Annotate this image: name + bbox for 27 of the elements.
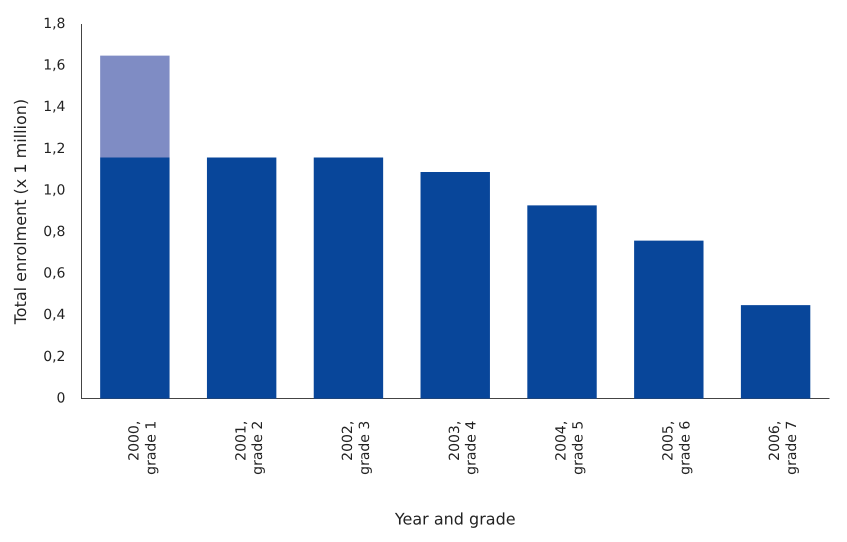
x-tick-label: 2006, grade 7: [767, 420, 800, 475]
y-tick-label: 0,8: [43, 224, 66, 240]
y-tick-label: 0,6: [43, 266, 66, 282]
bar: [740, 305, 810, 399]
bar: [100, 157, 170, 399]
y-tick-label: 1,2: [43, 140, 66, 157]
bar: [100, 56, 170, 158]
y-tick-label: 1,4: [43, 99, 66, 116]
y-tick-label: 0,4: [43, 307, 66, 324]
x-axis-title: Year and grade: [394, 510, 516, 529]
y-tick-label: 0: [56, 390, 66, 406]
x-tick-label: 2000, grade 1: [126, 420, 160, 475]
bar: [206, 157, 276, 399]
x-tick-label: 2005, grade 6: [660, 420, 694, 475]
bar: [314, 157, 384, 399]
x-tick-label: 2003, grade 4: [446, 420, 480, 475]
x-tick-label: 2002, grade 3: [340, 420, 373, 475]
y-tick-label: 1,0: [43, 182, 66, 198]
bar: [527, 205, 597, 399]
y-axis-title: Total enrolment (x 1 million): [10, 98, 30, 326]
x-tick-label: 2001, grade 2: [233, 420, 266, 475]
bar: [634, 240, 704, 399]
y-tick-label: 1,8: [43, 16, 66, 32]
x-tick-label: 2004, grade 5: [554, 420, 586, 475]
y-tick-label: 1,6: [43, 58, 66, 74]
bar: [420, 172, 490, 399]
y-tick-label: 0,2: [43, 348, 66, 365]
